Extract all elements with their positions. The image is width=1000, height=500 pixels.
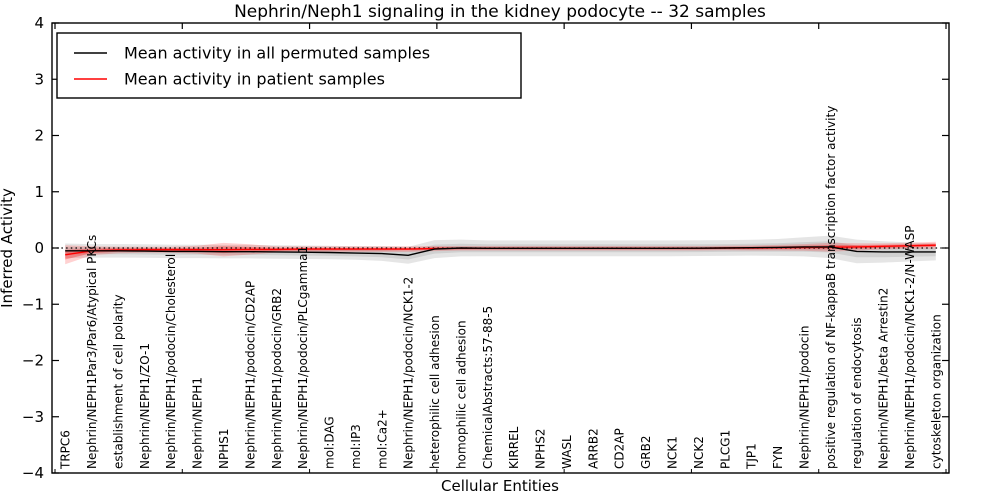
x-tick-label: Nephrin/NEPH1/podocin/GRB2 [270,288,284,469]
x-tick-label: Nephrin/NEPH1 [191,377,205,469]
x-tick-label: WASL [560,435,574,469]
permuted-band-inner [65,241,936,260]
y-tick-label: 2 [34,127,44,145]
legend: Mean activity in all permuted samples Mea… [56,32,522,99]
x-tick-label: NCK2 [692,436,706,469]
x-tick-label: cytoskeleton organization [929,314,943,469]
x-tick-label: Nephrin/NEPH1/podocin/NCK1-2/N-WASP [903,226,917,469]
x-tick-label: KIRREL [507,426,521,469]
x-tick-label: FYN [771,446,785,469]
y-tick-label: 4 [34,14,44,32]
x-tick-label: Nephrin/NEPH1Par3/Par6/Atypical PKCs [85,235,99,469]
x-tick-label: Nephrin/NEPH1/podocin/CD2AP [243,281,257,469]
y-tick-label: −4 [22,464,44,482]
x-tick-label: TRPC6 [59,430,73,470]
y-tick-label: 1 [34,183,44,201]
permuted-band-outer [65,235,936,264]
legend-label: Mean activity in patient samples [124,70,385,89]
x-tick-label: Nephrin/NEPH1/ZO-1 [138,343,152,469]
y-tick-label: −1 [22,295,44,313]
x-tick-label: Nephrin/NEPH1/beta Arrestin2 [877,288,891,469]
x-tick-label: regulation of endocytosis [850,317,864,469]
x-tick-label: homophilic cell adhesion [454,320,468,469]
x-tick-label: Nephrin/NEPH1/podocin/PLCgamma1 [296,246,310,469]
series-lines [52,244,949,257]
y-tick-label: 3 [34,70,44,88]
x-tick-label: establishment of cell polarity [112,294,126,469]
x-tick-label: mol:IP3 [349,424,363,469]
x-tick-label: GRB2 [639,435,653,469]
x-tick-label: NPHS2 [534,429,548,470]
legend-label: Mean activity in all permuted samples [124,44,430,63]
x-tick-label: ARRB2 [586,428,600,469]
y-tick-label: 0 [34,239,44,257]
x-tick-label: NCK1 [666,436,680,469]
tick-labels: −4 −3 −2 −1 0 1 2 3 4 TRPC6 Nephrin/NEPH1Par3/Par6… [22,14,943,482]
y-axis-label: Inferred Activity [0,188,16,308]
y-tick-label: −2 [22,352,44,370]
x-tick-label: Nephrin/NEPH1/podocin/NCK1-2 [402,277,416,469]
chart-title: Nephrin/Neph1 signaling in the kidney po… [234,2,766,22]
x-axis-label: Cellular Entities [441,477,559,495]
y-tick-label: −3 [22,408,44,426]
x-tick-label: positive regulation of NF-kappaB transcr… [824,106,838,469]
x-tick-label: PLCG1 [718,430,732,469]
x-tick-label: TJP1 [745,443,759,470]
x-tick-label: CD2AP [613,428,627,469]
x-tick-label: NPHS1 [217,429,231,470]
x-tick-label: heterophilic cell adhesion [428,315,442,469]
x-tick-label: Nephrin/NEPH1/podocin [797,326,811,469]
x-tick-label: Nephrin/NEPH1/podocin/Cholesterol [164,254,178,469]
x-tick-label: mol:DAG [323,416,337,469]
tick-marks [52,22,949,474]
x-tick-label: ChemicalAbstracts:57-88-5 [481,306,495,469]
permuted-mean-line [65,246,936,257]
x-tick-label: mol:Ca2+ [375,409,389,469]
legend-box [56,32,522,99]
